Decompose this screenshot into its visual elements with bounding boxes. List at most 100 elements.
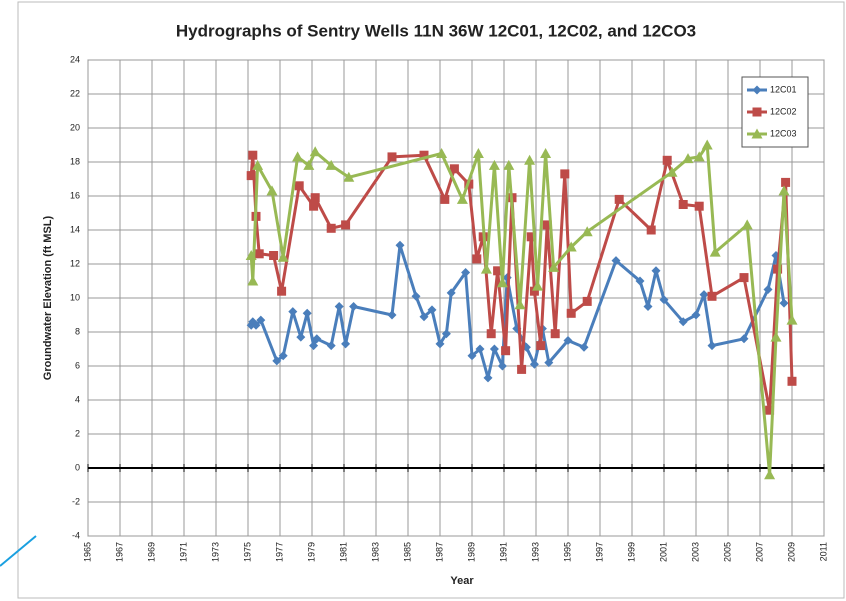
marker: [310, 193, 320, 203]
y-tick-label: 0: [75, 462, 80, 472]
marker: [751, 128, 763, 139]
marker: [786, 314, 798, 325]
y-tick-label: 10: [70, 292, 80, 302]
series: [245, 139, 798, 480]
marker: [563, 336, 573, 345]
plot-area: [245, 139, 798, 480]
x-tick-label: 1997: [594, 542, 604, 562]
x-tick-label: 1985: [402, 542, 412, 562]
marker: [643, 302, 653, 311]
x-tick-label: 1999: [626, 542, 636, 562]
x-tick-label: 2003: [690, 542, 700, 562]
marker: [440, 194, 450, 204]
y-tick-label: 4: [75, 394, 80, 404]
marker: [739, 273, 749, 283]
x-tick-label: 1975: [242, 542, 252, 562]
marker: [778, 185, 790, 196]
y-tick-label: -4: [72, 530, 80, 540]
y-tick-label: 2: [75, 428, 80, 438]
marker: [765, 405, 775, 415]
marker: [662, 155, 672, 165]
x-tick-label: 2001: [658, 542, 668, 562]
series: [246, 240, 789, 383]
y-tick-label: 12: [70, 258, 80, 268]
marker: [303, 159, 315, 170]
series-line: [249, 243, 786, 380]
marker: [707, 341, 717, 351]
y-tick-label: 20: [70, 122, 80, 132]
x-tick-label: 1965: [82, 542, 92, 562]
marker: [326, 223, 336, 233]
marker: [611, 256, 621, 266]
legend: 12C01 12C02 12C03: [741, 76, 809, 148]
x-tick-label: 2009: [786, 542, 796, 562]
marker: [472, 148, 484, 158]
marker: [560, 169, 570, 179]
marker: [292, 151, 304, 162]
x-tick-label: 1977: [274, 542, 284, 562]
marker: [544, 358, 554, 368]
x-tick-label: 2011: [818, 542, 828, 561]
marker: [787, 376, 797, 386]
y-tick-label: 18: [70, 156, 80, 166]
marker: [773, 264, 783, 274]
marker: [526, 232, 536, 242]
marker: [503, 159, 515, 170]
y-tick-label: 22: [70, 88, 80, 98]
marker: [349, 302, 359, 311]
marker: [446, 288, 456, 298]
marker: [682, 153, 694, 164]
marker: [309, 341, 319, 351]
x-tick-label: 1967: [114, 542, 124, 562]
marker: [694, 201, 704, 211]
marker: [395, 240, 405, 250]
x-tick-label: 1993: [530, 542, 540, 562]
marker: [302, 308, 312, 318]
marker: [436, 148, 448, 158]
marker: [272, 356, 282, 366]
x-tick-label: 1971: [178, 542, 188, 562]
marker: [764, 469, 776, 480]
marker: [461, 268, 471, 277]
marker: [266, 185, 278, 196]
marker: [245, 250, 257, 260]
marker: [269, 251, 279, 260]
marker: [441, 329, 451, 339]
marker: [254, 249, 264, 259]
marker: [247, 275, 259, 286]
marker: [419, 150, 429, 160]
marker: [341, 339, 351, 349]
marker: [248, 150, 258, 160]
marker: [256, 315, 266, 325]
marker: [449, 164, 459, 174]
x-tick-label: 1983: [370, 542, 380, 562]
marker: [387, 152, 397, 162]
marker: [472, 254, 482, 264]
marker: [427, 305, 437, 315]
chart-title: Hydrographs of Sentry Wells 11N 36W 12C0…: [176, 21, 696, 40]
marker: [779, 298, 789, 308]
marker: [467, 351, 477, 361]
marker: [763, 285, 773, 294]
decorative-stroke: [0, 535, 37, 567]
marker: [752, 85, 762, 95]
marker: [246, 171, 256, 181]
marker: [341, 220, 351, 230]
marker: [488, 159, 500, 170]
marker: [325, 159, 337, 170]
y-tick-label: 8: [75, 326, 80, 336]
marker: [251, 320, 261, 330]
marker: [739, 334, 749, 344]
marker: [514, 299, 526, 310]
marker: [480, 263, 492, 274]
marker: [456, 193, 468, 204]
x-tick-label: 1979: [306, 542, 316, 562]
x-tick-label: 1981: [338, 542, 348, 562]
marker: [309, 146, 321, 157]
marker: [701, 139, 713, 150]
marker: [486, 329, 496, 339]
marker: [699, 290, 709, 300]
marker: [435, 339, 445, 349]
x-tick-label: 1969: [146, 542, 156, 562]
